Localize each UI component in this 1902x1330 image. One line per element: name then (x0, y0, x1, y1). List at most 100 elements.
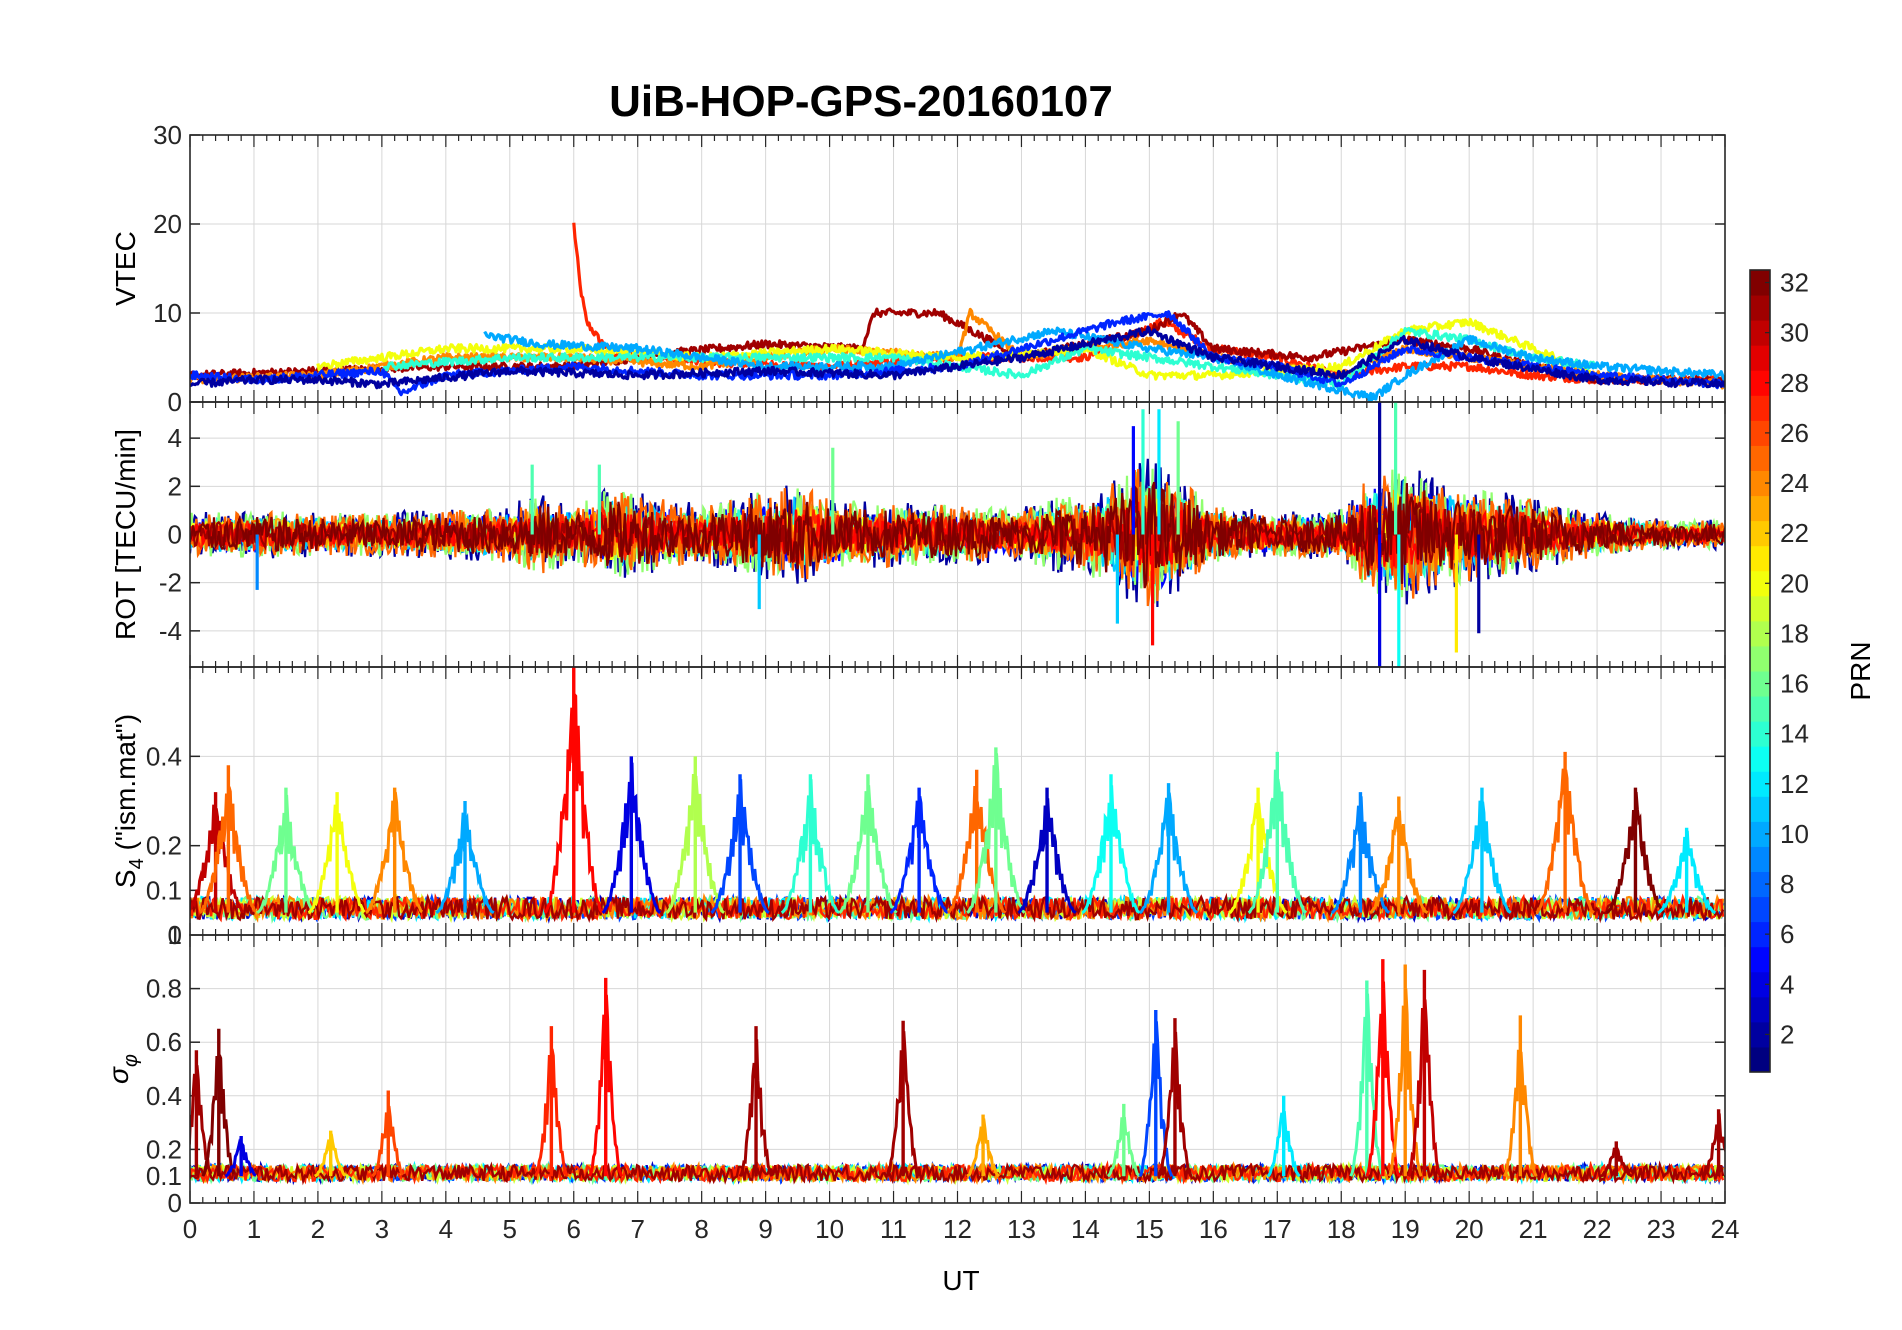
rot-trace-prn-32 (190, 481, 1725, 589)
x-tick-label: 19 (1391, 1214, 1420, 1244)
y-tick-label: 0.4 (146, 741, 182, 771)
x-tick-label: 11 (880, 1214, 907, 1244)
y-tick-label: 10 (153, 298, 182, 328)
colorbar-segment (1750, 545, 1770, 572)
x-tick-label: 18 (1327, 1214, 1356, 1244)
series-group (190, 222, 1725, 402)
colorbar-segment (1750, 871, 1770, 898)
colorbar-tick-label: 16 (1780, 669, 1809, 699)
y-tick-label: 0 (168, 520, 182, 550)
x-tick-label: 22 (1583, 1214, 1612, 1244)
panel-1: 0 10 20 30 VTEC (110, 120, 1726, 417)
colorbar-segment (1750, 846, 1770, 872)
y-tick-label: -2 (159, 568, 182, 598)
x-tick-label: 7 (630, 1214, 644, 1244)
x-tick-label: 24 (1711, 1214, 1740, 1244)
y-tick-label: 0.2 (146, 831, 182, 861)
colorbar-tick-label: 12 (1780, 769, 1809, 799)
colorbar-segment (1750, 671, 1770, 697)
y-tick-label: 4 (168, 423, 182, 453)
x-tick-label: 15 (1135, 1214, 1164, 1244)
colorbar-segment (1750, 1021, 1770, 1048)
x-tick-label: 17 (1263, 1214, 1292, 1244)
colorbar-segment (1750, 445, 1770, 471)
y-axis-label: σφ (103, 1054, 142, 1084)
colorbar-tick-label: 32 (1780, 268, 1809, 298)
colorbar-tick-label: 26 (1780, 418, 1809, 448)
x-tick-label: 9 (758, 1214, 772, 1244)
colorbar-segment (1750, 771, 1770, 797)
colorbar-tick-label: 18 (1780, 618, 1809, 648)
x-tick-label: 4 (439, 1214, 453, 1244)
y-axis-label: VTEC (110, 231, 141, 306)
colorbar-segment (1750, 746, 1770, 772)
x-tick-label: 14 (1071, 1214, 1100, 1244)
colorbar-segment (1750, 270, 1770, 296)
panel-4: 00.10.2 0.4 0.6 0.8 σφ (103, 934, 1726, 1218)
x-tick-label: 23 (1647, 1214, 1676, 1244)
y-tick-label: 0.1 (146, 875, 182, 905)
colorbar-segment (1750, 1046, 1770, 1073)
x-tick-label: 13 (1007, 1214, 1036, 1244)
colorbar-segment (1750, 946, 1770, 973)
series-line-prn-2 (190, 325, 1725, 390)
colorbar-segment (1750, 645, 1770, 672)
x-tick-label: 16 (1199, 1214, 1228, 1244)
colorbar-segment (1750, 796, 1770, 822)
colorbar-segment (1750, 295, 1770, 321)
x-tick-label: 10 (815, 1214, 844, 1244)
y-tick-label: -4 (159, 616, 182, 646)
y-tick-label: 20 (153, 209, 182, 239)
colorbar-tick-label: 4 (1780, 969, 1794, 999)
colorbar-segment (1750, 971, 1770, 998)
series-line-prn-14 (380, 327, 1599, 390)
colorbar-segment (1750, 320, 1770, 346)
x-tick-label: 0 (183, 1214, 197, 1244)
panel-3: 0.1 0.2 0.4 01 S4 ("ism.mat") (110, 666, 1726, 950)
colorbar-segment (1750, 370, 1770, 396)
colorbar-tick-label: 28 (1780, 368, 1809, 398)
colorbar-label: PRN (1845, 641, 1876, 700)
y-axis-label: ROT [TECU/min] (110, 429, 141, 640)
x-tick-label: 2 (311, 1214, 325, 1244)
x-tick-label: 8 (694, 1214, 708, 1244)
axes-frame (189, 934, 1726, 1204)
colorbar-segment (1750, 996, 1770, 1023)
colorbar-segment (1750, 420, 1770, 446)
y-tick-label: 2 (168, 471, 182, 501)
baseline-trace-prn-27 (190, 1160, 1725, 1186)
colorbar-segment (1750, 570, 1770, 597)
y-tick-label: 0.4 (146, 1081, 182, 1111)
colorbar-segment (1750, 821, 1770, 847)
series-line-prn-10 (483, 326, 1725, 402)
series-group (190, 667, 1725, 924)
colorbar-tick-label: 14 (1780, 719, 1809, 749)
colorbar-tick-label: 30 (1780, 318, 1809, 348)
chart-title: UiB-HOP-GPS-20160107 (609, 77, 1113, 126)
series-line-prn-31 (190, 307, 1725, 386)
colorbar-segment (1750, 921, 1770, 948)
colorbar-tick-label: 22 (1780, 518, 1809, 548)
series-line-prn-20 (316, 317, 1599, 381)
panel-2: -4 -2 0 2 4 ROT [TECU/min] (110, 401, 1726, 668)
series-group (190, 402, 1725, 667)
y-tick-label: 0.8 (146, 974, 182, 1004)
colorbar-tick-label: 6 (1780, 919, 1794, 949)
colorbar-segment (1750, 345, 1770, 371)
y-tick-label-bottom: 1 (168, 920, 182, 950)
baseline-trace-prn-31 (190, 1160, 1725, 1186)
colorbar-segment (1750, 696, 1770, 722)
y-tick-label: 0 (168, 387, 182, 417)
colorbar-segment (1750, 395, 1770, 421)
y-tick-label: 0.6 (146, 1027, 182, 1057)
colorbar-segment (1750, 896, 1770, 923)
series-group (190, 959, 1725, 1186)
y-tick-label: 0.1 (146, 1161, 182, 1191)
colorbar-segment (1750, 620, 1770, 647)
x-tick-label: 1 (247, 1214, 261, 1244)
colorbar-segment (1750, 520, 1770, 547)
x-tick-label: 12 (943, 1214, 972, 1244)
